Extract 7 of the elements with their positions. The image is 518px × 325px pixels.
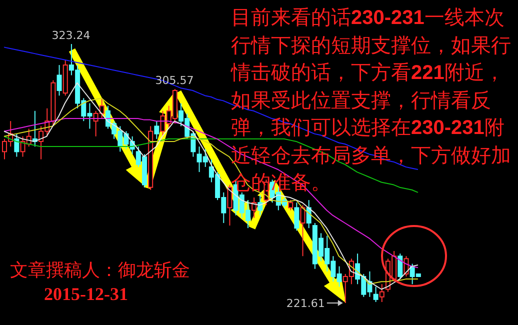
annotation: 2015-12-31	[44, 284, 128, 305]
candlestick	[56, 64, 62, 96]
candlestick	[252, 197, 257, 218]
annotation: 文章撰稿人：御龙斩金	[10, 259, 190, 282]
candlestick	[258, 194, 263, 216]
annotation: 323.24	[52, 29, 90, 42]
annotation: 221.61	[286, 296, 325, 310]
